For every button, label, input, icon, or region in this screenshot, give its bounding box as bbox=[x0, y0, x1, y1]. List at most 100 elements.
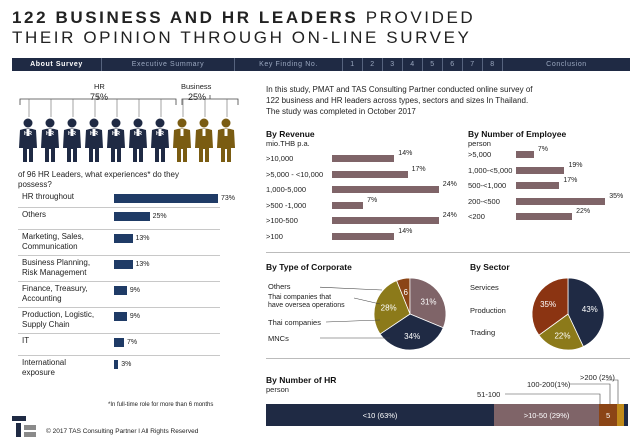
person-head bbox=[111, 118, 121, 128]
person-body bbox=[63, 128, 81, 162]
experience-bar bbox=[114, 212, 150, 221]
corporate-slice-label: 31% bbox=[421, 298, 437, 307]
person-shirt bbox=[70, 129, 74, 136]
person-head bbox=[23, 118, 33, 128]
experience-bar bbox=[114, 194, 218, 203]
person-body bbox=[151, 128, 169, 162]
tab-finding-3[interactable]: 3 bbox=[383, 58, 403, 71]
corporate-slice bbox=[409, 277, 447, 329]
experience-bar bbox=[114, 338, 124, 347]
hr-person-icon bbox=[107, 118, 125, 162]
experience-label-line2: Supply Chain bbox=[22, 320, 70, 329]
business-label: Business bbox=[181, 82, 212, 91]
person-head bbox=[133, 118, 143, 128]
sector-legend-production: Production bbox=[470, 306, 506, 315]
tab-finding-4[interactable]: 4 bbox=[403, 58, 423, 71]
employee-percent: 35% bbox=[609, 192, 624, 200]
people-row: HR HR HR HR HR HR HR bbox=[18, 118, 248, 164]
tab-finding-6[interactable]: 6 bbox=[443, 58, 463, 71]
experience-percent: 3% bbox=[121, 361, 132, 368]
tab-executive-summary[interactable]: Executive Summary bbox=[102, 58, 235, 71]
question-line1: of 96 HR Leaders, what experiences* do t… bbox=[18, 170, 179, 179]
business-percent: 25% bbox=[188, 92, 207, 102]
employee-bar bbox=[516, 182, 560, 189]
business-bracket bbox=[181, 98, 239, 105]
intro-line1: In this study, PMAT and TAS Consulting P… bbox=[266, 85, 533, 94]
employee-bar bbox=[516, 166, 565, 174]
employee-chart: >5,000 7% 1,000-<5,000 19% 500-<1,000 17% 200-… bbox=[468, 146, 634, 230]
tab-key-finding[interactable]: Key Finding No. bbox=[235, 58, 343, 71]
corporate-slice-label: 28% bbox=[381, 303, 397, 312]
person-body bbox=[85, 128, 103, 162]
tab-finding-5[interactable]: 5 bbox=[423, 58, 443, 71]
person-head bbox=[177, 118, 187, 128]
sector-legend-trading: Trading bbox=[470, 328, 496, 337]
employee-label: >5,000 bbox=[468, 150, 492, 159]
experience-label-line1: Production, Logistic, bbox=[22, 310, 95, 319]
person-head bbox=[221, 118, 231, 128]
hr-badge: HR bbox=[134, 131, 142, 137]
corporate-slice-label: 34% bbox=[404, 332, 420, 341]
person-shirt bbox=[136, 129, 140, 136]
experience-label-line1: Business Planning, bbox=[22, 258, 91, 267]
experience-bar bbox=[114, 360, 119, 369]
hr-size-leader-lines bbox=[505, 379, 619, 404]
person-body bbox=[19, 128, 37, 162]
sector-slice-label: 43% bbox=[582, 305, 598, 314]
sector-slice-label: 35% bbox=[540, 300, 556, 309]
revenue-bar bbox=[332, 170, 408, 178]
employee-percent: 19% bbox=[568, 161, 583, 169]
employee-percent: 7% bbox=[537, 146, 548, 153]
experience-percent: 13% bbox=[135, 261, 150, 268]
person-body bbox=[173, 128, 191, 162]
hr-size-segment: 5 bbox=[599, 404, 618, 426]
corporate-slice bbox=[379, 313, 444, 351]
hr-badge: HR bbox=[68, 131, 76, 137]
revenue-label: >100-500 bbox=[266, 216, 298, 225]
hr-size-callout-200plus: >200 (2%) bbox=[580, 373, 615, 382]
employee-unit: person bbox=[468, 139, 491, 148]
title-line2: THEIR OPINION THROUGH ON-LINE SURVEY bbox=[12, 28, 472, 47]
intro-text: In this study, PMAT and TAS Consulting P… bbox=[266, 84, 626, 117]
intro-line2: 122 business and HR leaders across types… bbox=[266, 96, 529, 105]
hr-badge: HR bbox=[24, 131, 32, 137]
experience-label: Finance, Treasury, Accounting bbox=[22, 284, 88, 304]
person-body bbox=[217, 128, 235, 162]
sector-pie-chart: 43% 22% 35% bbox=[531, 277, 605, 351]
people-brackets bbox=[19, 95, 239, 117]
corporate-leader-line bbox=[353, 297, 381, 305]
hr-person-icon bbox=[85, 118, 103, 162]
tab-finding-2[interactable]: 2 bbox=[363, 58, 383, 71]
revenue-label: >5,000 - <10,000 bbox=[266, 169, 324, 179]
experience-label-line2: Communication bbox=[22, 242, 78, 251]
revenue-bar bbox=[332, 201, 364, 209]
person-body bbox=[41, 128, 59, 162]
revenue-label: >10,000 bbox=[266, 154, 294, 163]
person-head bbox=[89, 118, 99, 128]
footnote: *In full-time role for more than 6 month… bbox=[108, 402, 214, 408]
copyright: © 2017 TAS Consulting Partner l All Righ… bbox=[46, 428, 199, 435]
tab-finding-7[interactable]: 7 bbox=[463, 58, 483, 71]
tab-conclusion[interactable]: Conclusion bbox=[546, 61, 587, 68]
question-line2: possess? bbox=[18, 180, 52, 189]
hr-size-segment: <10 (63%) bbox=[266, 404, 495, 426]
tab-finding-1[interactable]: 1 bbox=[343, 58, 363, 71]
experience-bar bbox=[114, 234, 133, 243]
corporate-slice bbox=[373, 280, 411, 335]
tab-finding-8[interactable]: 8 bbox=[483, 58, 503, 71]
corporate-leader-line bbox=[320, 286, 383, 291]
experience-label: International exposure bbox=[22, 358, 66, 378]
hr-size-callout-51-100: 51-100 bbox=[477, 390, 501, 399]
business-person-icon bbox=[195, 118, 213, 162]
revenue-bar bbox=[332, 232, 395, 240]
hr-person-icon bbox=[151, 118, 169, 162]
sector-slice-label: 22% bbox=[554, 332, 570, 341]
hr-person-icon bbox=[41, 118, 59, 162]
employee-label: 1,000-<5,000 bbox=[468, 165, 513, 175]
experience-label-line1: Finance, Treasury, bbox=[22, 284, 88, 293]
tab-about-survey[interactable]: About Survey bbox=[12, 58, 102, 71]
person-body bbox=[107, 128, 125, 162]
person-shirt bbox=[114, 129, 118, 136]
person-shirt bbox=[92, 129, 96, 136]
revenue-title: By Revenue bbox=[266, 129, 315, 139]
